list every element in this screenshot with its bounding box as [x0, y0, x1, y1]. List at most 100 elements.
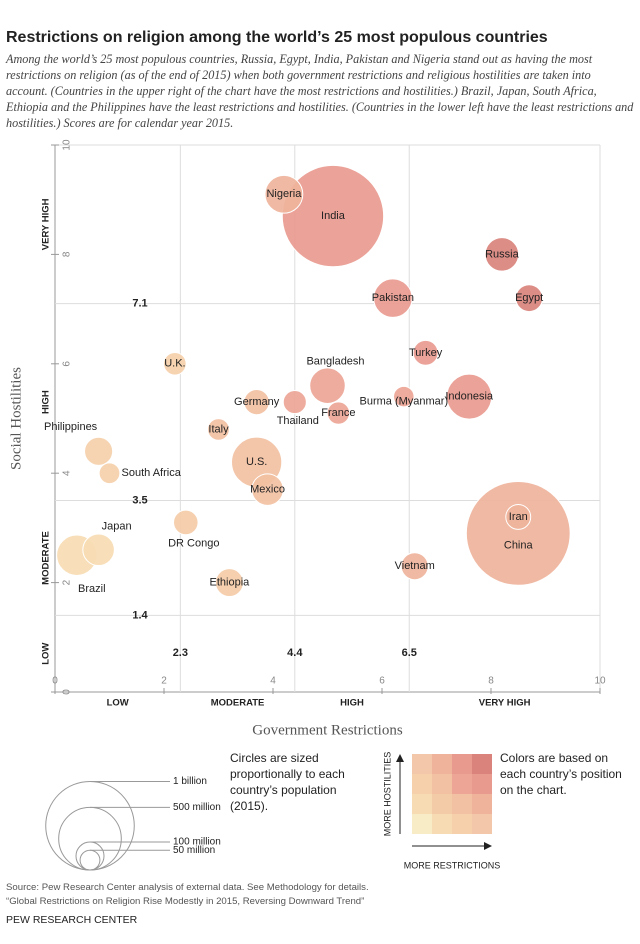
country-label: Russia — [485, 248, 520, 260]
y-tick-label: 10 — [62, 139, 73, 151]
bubble — [505, 504, 532, 530]
y-tick-label: 0 — [62, 689, 73, 695]
x-tick-label: 10 — [594, 676, 606, 687]
bubble — [515, 284, 544, 313]
source-line: Source: Pew Research Center analysis of … — [6, 882, 369, 893]
arrow-head — [396, 754, 404, 762]
threshold-label: 1.4 — [132, 609, 148, 621]
y-tick-label: 8 — [62, 251, 73, 257]
size-legend-label: 500 million — [173, 802, 221, 813]
bubble — [264, 174, 304, 214]
color-legend-cell — [432, 814, 452, 834]
country-label: Thailand — [277, 415, 319, 427]
bubble — [243, 388, 270, 416]
color-legend-cell — [472, 774, 492, 794]
size-note: Circles are sized proportionally to each… — [230, 751, 345, 813]
x-axis-title: Government Restrictions — [252, 722, 403, 738]
chart-title: Restrictions on religion among the world… — [6, 29, 548, 46]
country-label: China — [504, 539, 534, 551]
size-legend-circle — [45, 780, 135, 871]
x-zone-label: VERY HIGH — [479, 698, 531, 709]
bubble — [446, 373, 493, 420]
bubble — [163, 352, 187, 376]
country-label: Ethiopia — [210, 577, 251, 589]
country-label: Germany — [234, 396, 280, 408]
bubble — [173, 509, 199, 536]
color-legend-cell — [452, 794, 472, 814]
x-tick-label: 0 — [52, 676, 58, 687]
bubble — [412, 339, 439, 366]
threshold-label: 7.1 — [132, 298, 147, 310]
y-tick-label: 6 — [62, 361, 73, 367]
country-label: Brazil — [78, 583, 106, 595]
bubble — [400, 552, 429, 581]
y-tick-label: 2 — [62, 579, 73, 585]
color-axis-label: MORE RESTRICTIONS — [404, 860, 501, 870]
x-tick-label: 4 — [270, 676, 276, 687]
bubble — [214, 568, 244, 598]
bubble — [98, 462, 121, 485]
country-label: South Africa — [122, 467, 182, 479]
color-legend-cell — [472, 754, 492, 774]
source-line: “Global Restrictions on Religion Rise Mo… — [6, 896, 365, 907]
bubble — [465, 480, 571, 586]
threshold-label: 3.5 — [132, 494, 147, 506]
x-zone-label: HIGH — [340, 698, 364, 709]
country-label: Egypt — [515, 292, 543, 304]
country-label: DR Congo — [168, 537, 219, 549]
color-legend-cell — [452, 774, 472, 794]
x-zone-label: MODERATE — [211, 698, 265, 709]
country-label: Philippines — [44, 421, 98, 433]
country-label: U.S. — [246, 456, 267, 468]
y-zone-label: VERY HIGH — [41, 198, 52, 250]
size-legend-circle — [58, 806, 122, 871]
country-label: Vietnam — [395, 560, 435, 572]
threshold-label: 2.3 — [173, 647, 188, 659]
color-note: Colors are based on each country’s posit… — [500, 751, 622, 797]
country-label: Iran — [509, 511, 528, 523]
x-tick-label: 8 — [488, 676, 494, 687]
color-axis-label: MORE HOSTILITIES — [382, 752, 392, 837]
color-legend-cell — [432, 774, 452, 794]
country-label: U.K. — [164, 358, 185, 370]
country-label: France — [321, 407, 355, 419]
color-legend-cell — [432, 754, 452, 774]
bubble — [309, 367, 346, 404]
color-legend-cell — [412, 774, 432, 794]
color-legend-cell — [452, 754, 472, 774]
color-legend-cell — [412, 814, 432, 834]
country-label: Japan — [102, 521, 132, 533]
x-tick-label: 6 — [379, 676, 385, 687]
x-tick-label: 2 — [161, 676, 167, 687]
arrow-head — [484, 842, 492, 850]
bubble — [207, 418, 230, 441]
size-legend-label: 1 billion — [173, 776, 207, 787]
color-legend-cell — [412, 754, 432, 774]
y-tick-label: 4 — [62, 470, 73, 476]
color-legend-cell — [452, 814, 472, 834]
country-label: Mexico — [250, 484, 285, 496]
color-legend-cell — [472, 814, 492, 834]
bubble — [251, 473, 284, 506]
color-legend-cell — [472, 794, 492, 814]
source: Source: Pew Research Center analysis of … — [6, 881, 369, 909]
country-label: Nigeria — [266, 188, 302, 200]
size-legend-circle — [75, 841, 105, 871]
country-label: Indonesia — [445, 391, 494, 403]
bubble — [373, 278, 413, 318]
bubble — [326, 401, 351, 425]
size-legend-label: 50 million — [173, 845, 215, 856]
bubble — [282, 390, 307, 415]
credit: PEW RESEARCH CENTER — [6, 914, 138, 926]
country-label: Italy — [208, 423, 229, 435]
size-legend-label: 100 million — [173, 837, 221, 848]
threshold-label: 6.5 — [402, 647, 417, 659]
country-label: India — [321, 210, 346, 222]
bubble — [82, 533, 115, 567]
country-label: Turkey — [409, 347, 443, 359]
color-legend-cell — [412, 794, 432, 814]
bubble — [281, 164, 385, 268]
y-zone-label: HIGH — [41, 390, 52, 414]
